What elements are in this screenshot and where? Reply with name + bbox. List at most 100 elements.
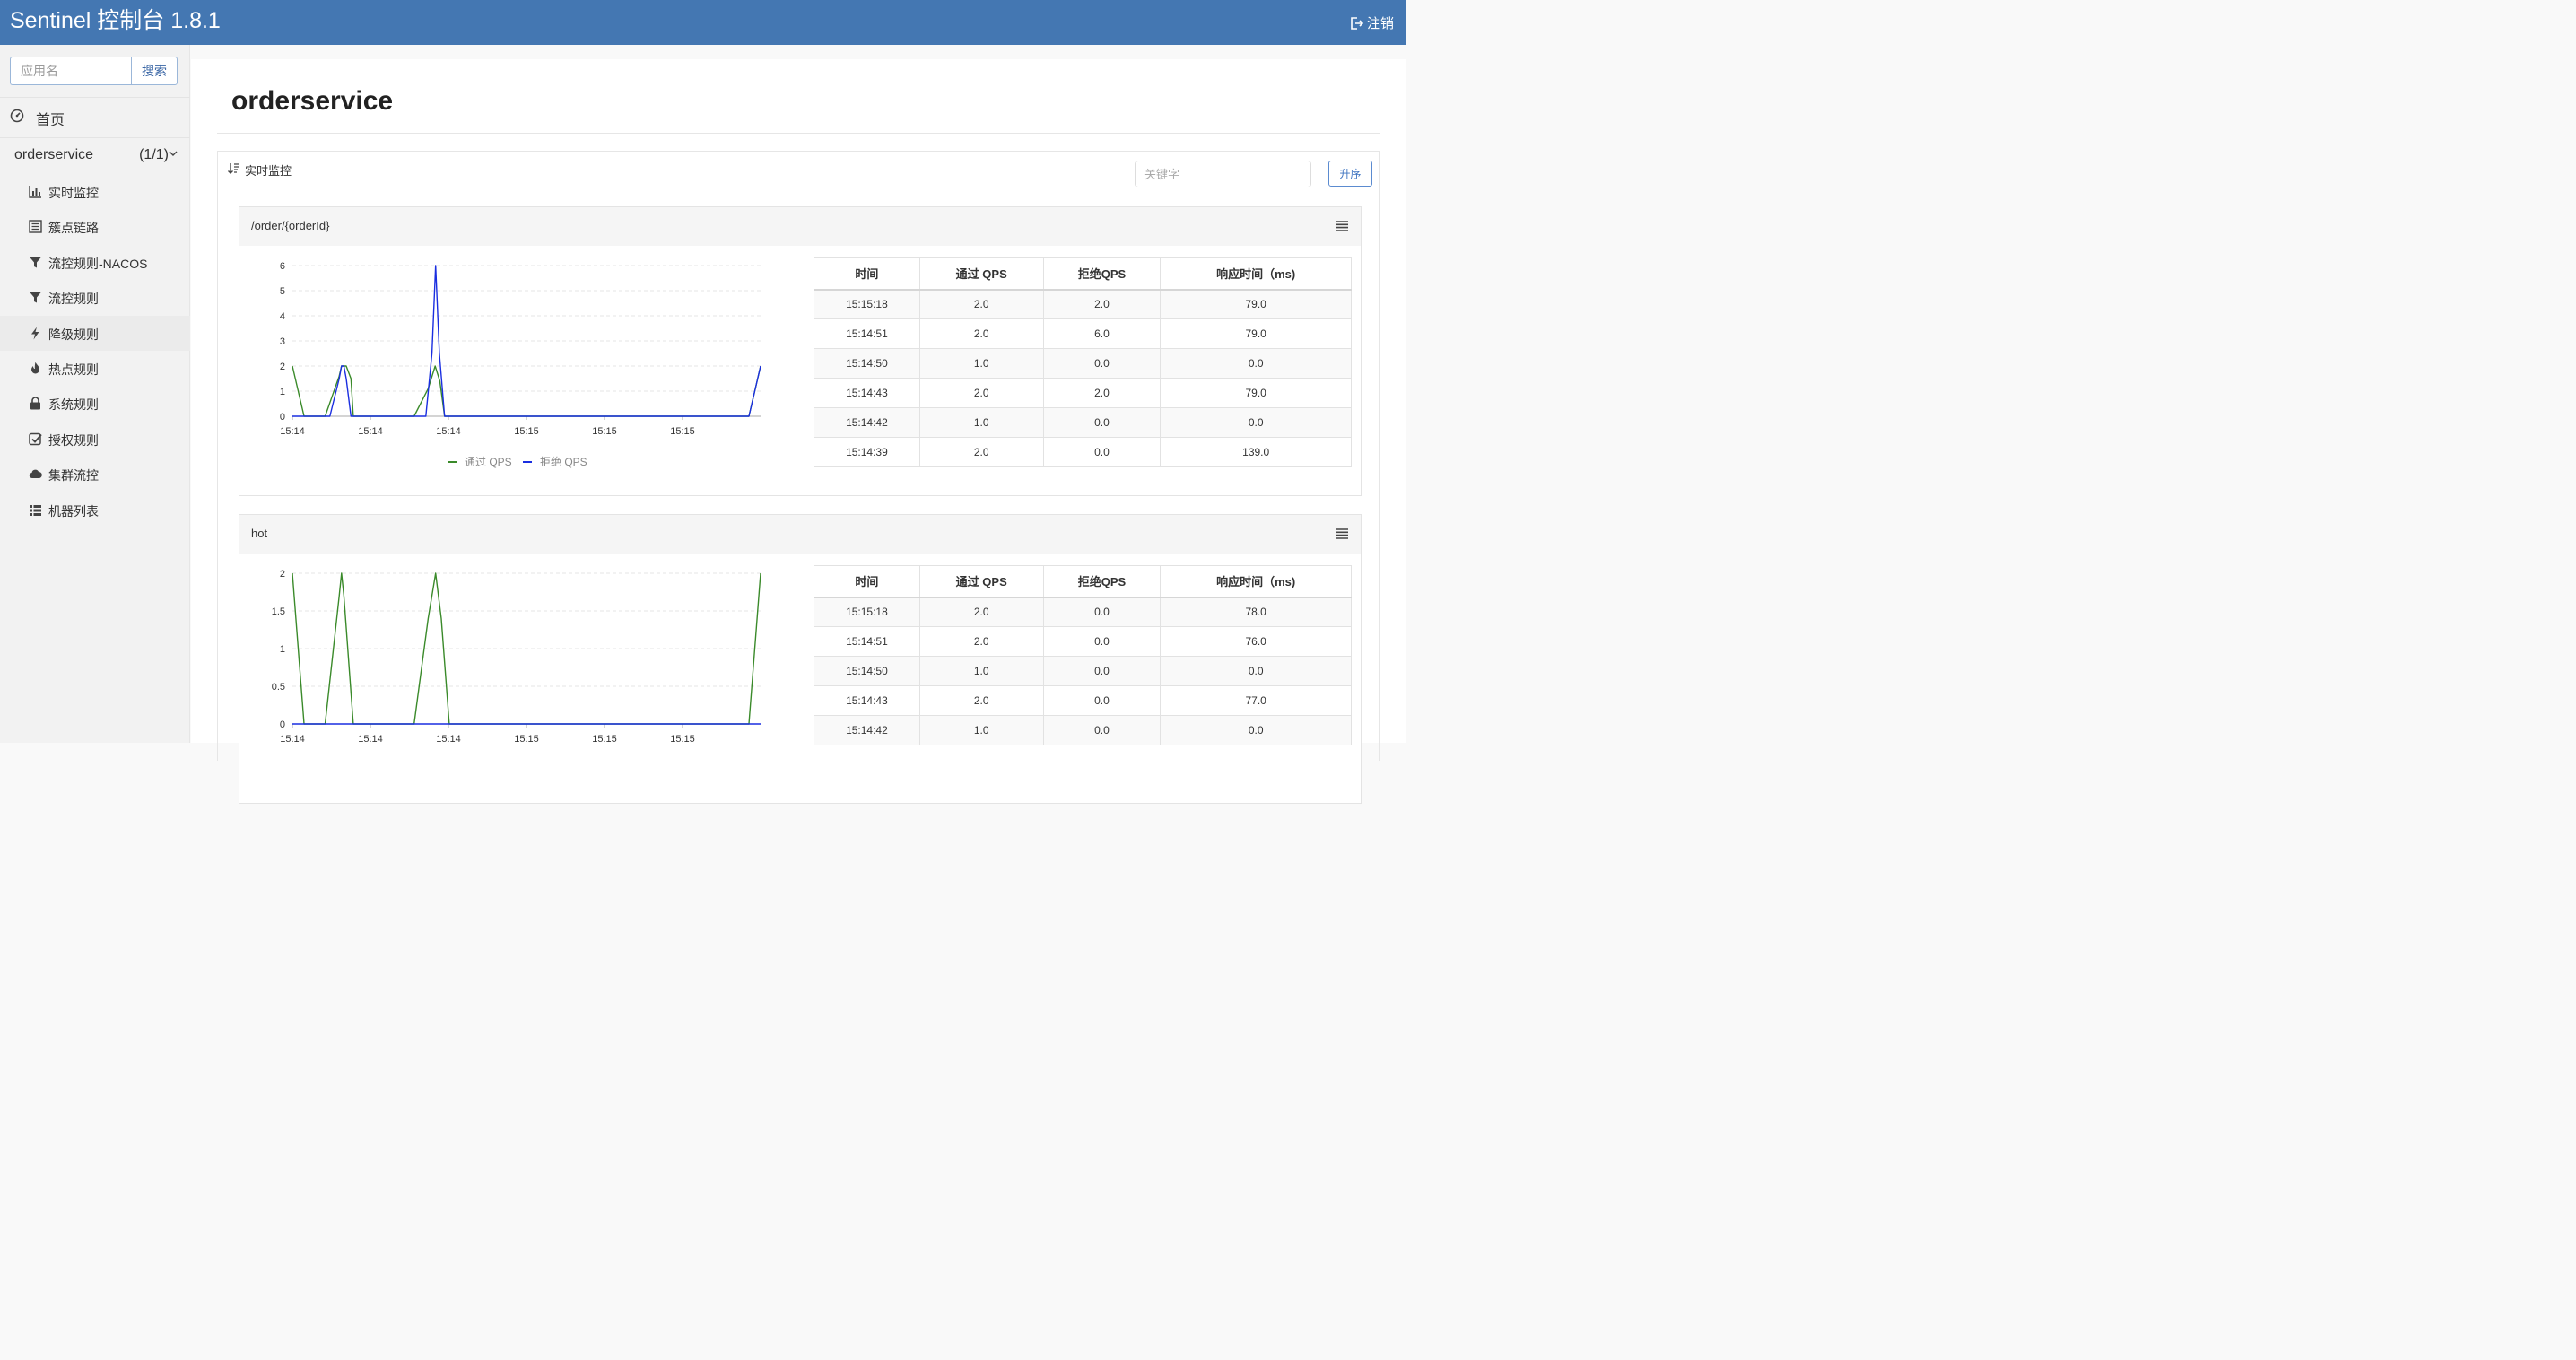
x-tick-label: 15:14 (358, 426, 383, 437)
menu-hamburger-icon[interactable] (1336, 221, 1348, 231)
table-row: 15:14:39 2.0 0.0 139.0 (814, 437, 1352, 467)
sidebar-item-label: 簇点链路 (48, 221, 99, 236)
sidebar-item-realtime-monitor[interactable]: 实时监控 (0, 174, 190, 209)
flash-icon (31, 327, 39, 340)
x-tick-label: 15:14 (436, 426, 461, 437)
main-content: orderservice 实时监控 升序 /order/{orderId} 0 1… (191, 59, 1406, 804)
qps-line-chart: 0 0.5 1 1.5 2 15:14 15:14 15:14 15:15 15:15 15:15 (272, 569, 761, 745)
x-tick-label: 15:15 (592, 426, 617, 437)
y-tick-label: 2 (280, 362, 285, 372)
cell-rt: 79.0 (1160, 378, 1352, 408)
sidebar-item-label: 首页 (36, 113, 65, 128)
cell-time: 15:15:18 (814, 289, 920, 319)
cell-pass-qps: 1.0 (918, 407, 1044, 438)
cell-rt: 139.0 (1160, 437, 1352, 467)
keyword-search-input[interactable] (1135, 161, 1311, 187)
sidebar: 搜索 首页 orderservice (1/1) 实时监控 簇点链路 流控规则-… (0, 45, 190, 743)
y-tick-label: 0 (280, 719, 285, 730)
cell-rt: 0.0 (1160, 348, 1352, 379)
y-tick-label: 5 (280, 286, 285, 297)
chevron-down-icon (169, 151, 178, 156)
y-tick-label: 4 (280, 311, 285, 322)
top-navbar: Sentinel 控制台 1.8.1 注销 (0, 0, 1406, 45)
cell-block-qps: 0.0 (1042, 715, 1162, 745)
x-tick-label: 15:15 (514, 426, 539, 437)
cell-rt: 76.0 (1160, 626, 1352, 657)
table-row: 15:14:42 1.0 0.0 0.0 (814, 407, 1352, 438)
sidebar-divider (0, 137, 190, 138)
column-header-time: 时间 (814, 565, 920, 598)
sidebar-divider (0, 97, 190, 98)
cell-rt: 79.0 (1160, 318, 1352, 349)
cell-time: 15:14:51 (814, 318, 920, 349)
x-tick-label: 15:15 (670, 734, 695, 745)
sidebar-app-orderservice[interactable]: orderservice (1/1) (0, 142, 190, 169)
filter-icon (30, 257, 41, 268)
cell-pass-qps: 2.0 (918, 437, 1044, 467)
table-row: 15:14:42 1.0 0.0 0.0 (814, 715, 1352, 745)
table-row: 15:14:50 1.0 0.0 0.0 (814, 656, 1352, 686)
cell-time: 15:14:39 (814, 437, 920, 467)
series-line-block-qps (292, 265, 761, 417)
cell-rt: 0.0 (1160, 656, 1352, 686)
sidebar-app-menu: 实时监控 簇点链路 流控规则-NACOS 流控规则 降级规则 热点规则 系统规则 (0, 174, 190, 527)
sort-ascending-button[interactable]: 升序 (1328, 161, 1372, 187)
cell-time: 15:14:42 (814, 407, 920, 438)
cell-block-qps: 2.0 (1042, 289, 1162, 319)
page-title: orderservice (231, 86, 394, 116)
filter-icon (30, 292, 41, 303)
cell-pass-qps: 2.0 (918, 626, 1044, 657)
cell-pass-qps: 1.0 (918, 715, 1044, 745)
app-search-button[interactable]: 搜索 (131, 57, 178, 85)
app-machine-count: (1/1) (139, 147, 169, 162)
sidebar-item-home[interactable]: 首页 (0, 99, 190, 135)
sidebar-item-label: 实时监控 (48, 186, 99, 200)
sign-out-icon (1351, 16, 1363, 30)
sidebar-item-label: 机器列表 (48, 503, 99, 519)
y-tick-label: 1 (280, 644, 285, 655)
sidebar-item-hotspot-rule[interactable]: 热点规则 (0, 351, 190, 386)
app-search-input[interactable] (10, 57, 131, 85)
list-alt-icon (29, 220, 42, 234)
cell-block-qps: 0.0 (1042, 437, 1162, 467)
cell-time: 15:14:43 (814, 378, 920, 408)
dashboard-icon (10, 109, 24, 123)
cell-time: 15:14:43 (814, 685, 920, 716)
sidebar-item-system-rule[interactable]: 系统规则 (0, 386, 190, 421)
cell-time: 15:15:18 (814, 597, 920, 627)
x-tick-label: 15:15 (514, 734, 539, 745)
table-header-row: 时间 通过 QPS 拒绝QPS 响应时间（ms) (814, 565, 1352, 598)
sidebar-item-authority-rule[interactable]: 授权规则 (0, 422, 190, 457)
sidebar-item-cluster-flow[interactable]: 集群流控 (0, 457, 190, 492)
panel-title: 实时监控 (245, 164, 292, 178)
app-name: orderservice (14, 147, 94, 162)
sidebar-item-flow-rule[interactable]: 流控规则 (0, 280, 190, 315)
table-row: 15:15:18 2.0 0.0 78.0 (814, 597, 1352, 627)
cell-block-qps: 0.0 (1042, 685, 1162, 716)
fire-icon (31, 362, 39, 374)
cell-rt: 78.0 (1160, 597, 1352, 627)
app-search: 搜索 (10, 57, 178, 85)
qps-line-chart: 0 1 2 3 4 5 6 15:14 15:14 15:14 15:15 15:15 15:15 通过 … (280, 261, 761, 468)
cell-pass-qps: 2.0 (918, 378, 1044, 408)
cell-rt: 79.0 (1160, 289, 1352, 319)
sort-icon (228, 163, 239, 174)
logout-button[interactable]: 注销 (1349, 13, 1394, 32)
y-tick-label: 0.5 (272, 682, 285, 693)
x-tick-label: 15:14 (358, 734, 383, 745)
sidebar-item-machine-list[interactable]: 机器列表 (0, 493, 190, 527)
table-row: 15:15:18 2.0 2.0 79.0 (814, 289, 1352, 319)
sidebar-item-flow-rule-nacos[interactable]: 流控规则-NACOS (0, 245, 190, 280)
list-icon (30, 504, 41, 516)
brand-title[interactable]: Sentinel 控制台 1.8.1 (10, 8, 221, 33)
sidebar-item-degrade-rule[interactable]: 降级规则 (0, 315, 190, 351)
resource-name: hot (251, 527, 268, 540)
cell-time: 15:14:50 (814, 348, 920, 379)
sidebar-item-cluster-point-link[interactable]: 簇点链路 (0, 209, 190, 244)
resource-card-header: hot (239, 515, 1361, 554)
x-tick-label: 15:14 (280, 734, 305, 745)
lock-icon (30, 397, 40, 410)
stats-table: 时间 通过 QPS 拒绝QPS 响应时间（ms) 15:15:18 2.0 2.0 7… (814, 257, 1352, 467)
sidebar-item-label: 流控规则 (48, 292, 99, 307)
menu-hamburger-icon[interactable] (1336, 528, 1348, 539)
